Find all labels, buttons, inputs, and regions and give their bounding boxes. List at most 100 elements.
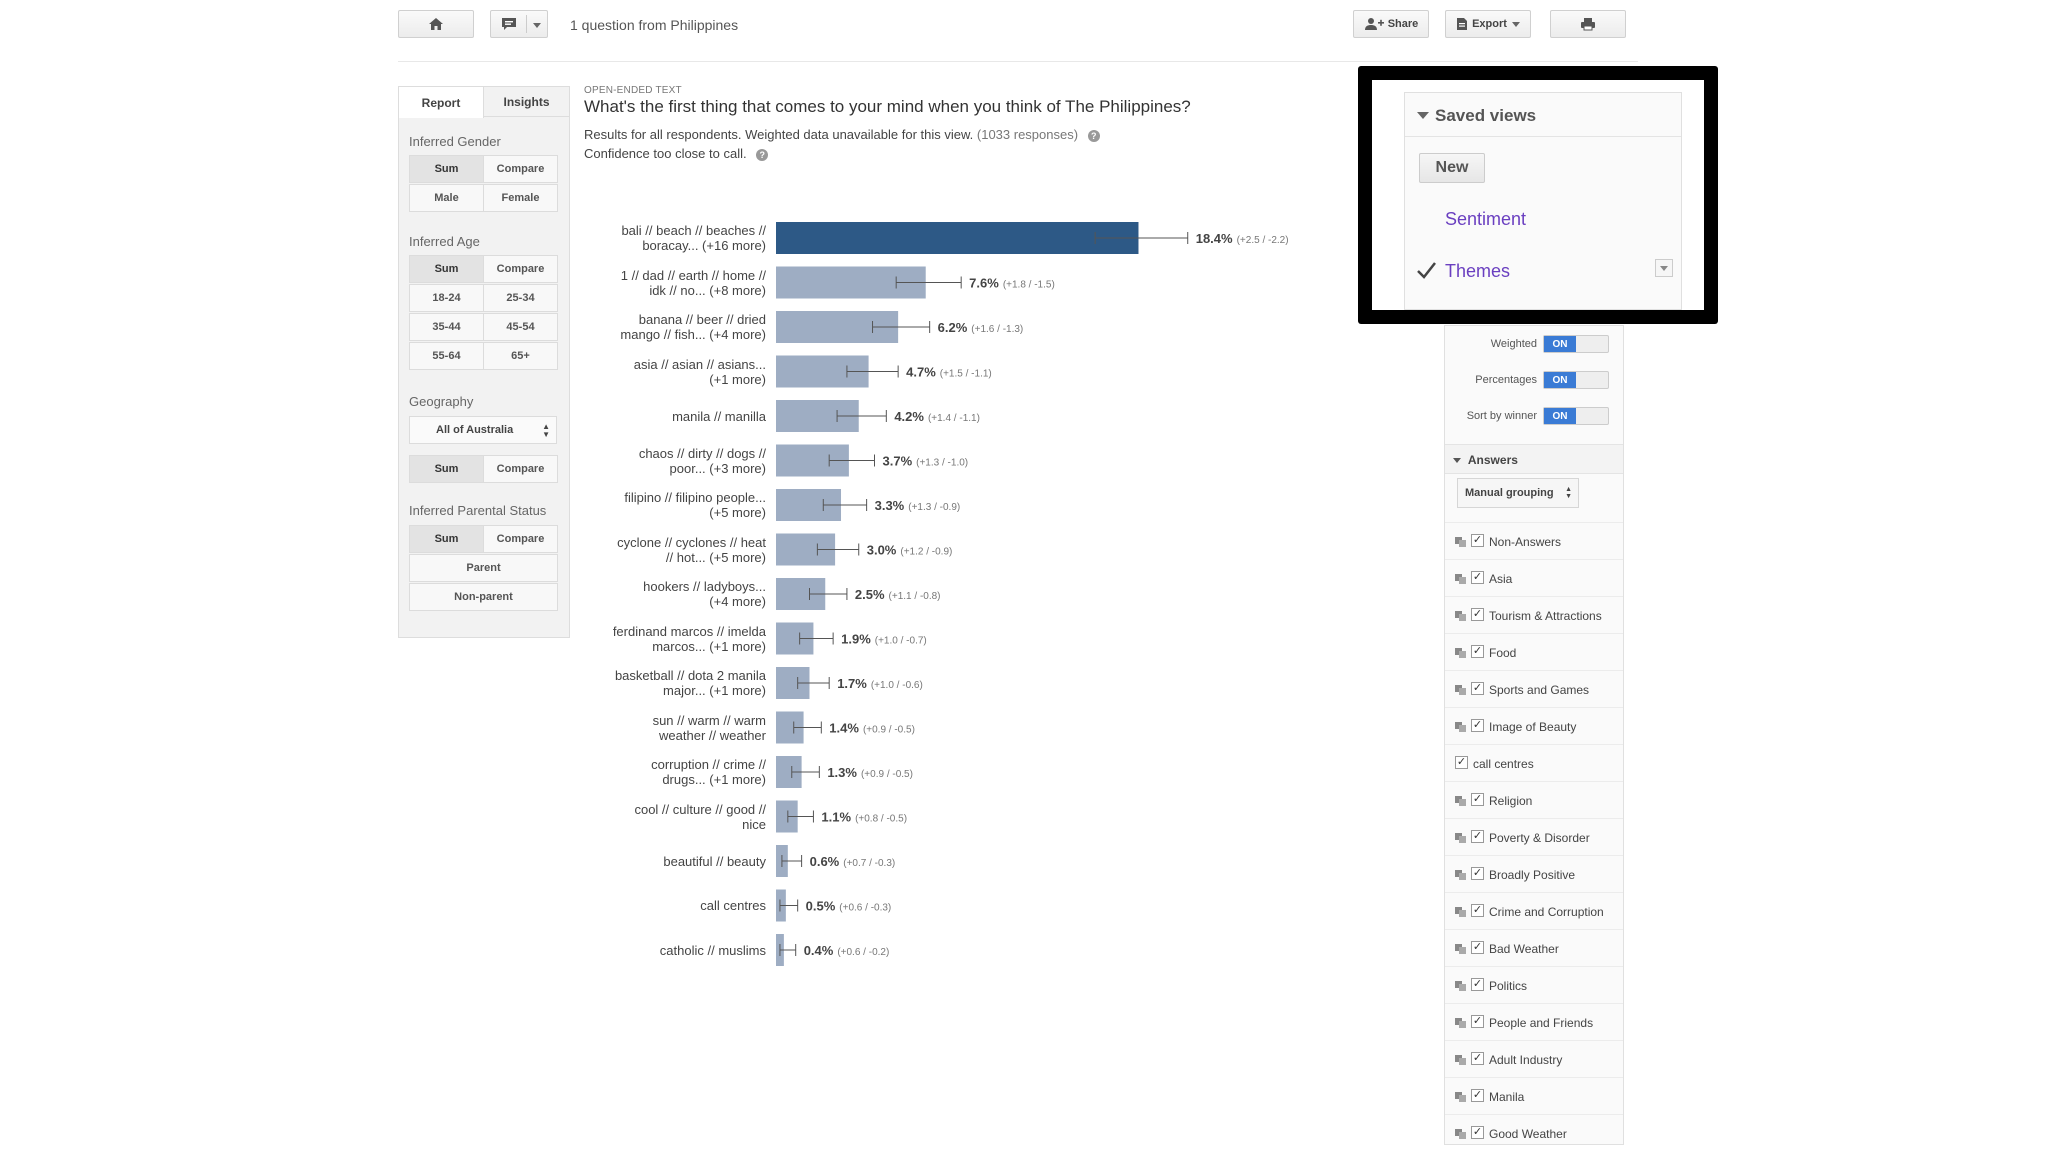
answer-row[interactable]: ✓ call centres <box>1445 744 1623 781</box>
group-icon[interactable] <box>1455 1055 1466 1065</box>
group-icon[interactable] <box>1455 870 1466 880</box>
age-65-plus-button[interactable]: 65+ <box>483 342 558 370</box>
answer-label: call centres <box>1473 757 1534 771</box>
parental-sum-button[interactable]: Sum <box>409 525 484 553</box>
answer-row[interactable]: ✓ Tourism & Attractions <box>1445 596 1623 633</box>
bar-label-line: ferdinand marcos // imelda <box>612 623 766 639</box>
answer-row[interactable]: ✓ Religion <box>1445 781 1623 818</box>
bar-label: filipino // filipino people... (+5 more) <box>584 490 766 520</box>
group-icon[interactable] <box>1455 1018 1466 1028</box>
saved-view-sentiment[interactable]: Sentiment <box>1445 209 1527 229</box>
saved-views-header[interactable]: Saved views <box>1405 93 1681 137</box>
answer-row[interactable]: ✓ Non-Answers <box>1445 522 1623 559</box>
answer-checkbox[interactable]: ✓ <box>1471 608 1484 621</box>
parental-parent-button[interactable]: Parent <box>409 554 558 582</box>
group-icon[interactable] <box>1455 648 1466 658</box>
answer-checkbox[interactable]: ✓ <box>1471 682 1484 695</box>
group-icon[interactable] <box>1455 796 1466 806</box>
tab-insights[interactable]: Insights <box>503 95 550 109</box>
chevron-down-icon[interactable] <box>533 23 541 28</box>
answer-row[interactable]: ✓ Food <box>1445 633 1623 670</box>
answer-checkbox[interactable]: ✓ <box>1471 1015 1484 1028</box>
answer-checkbox[interactable]: ✓ <box>1471 867 1484 880</box>
answer-checkbox[interactable]: ✓ <box>1471 534 1484 547</box>
parental-non-parent-button[interactable]: Non-parent <box>409 583 558 611</box>
gender-sum-button[interactable]: Sum <box>409 155 484 183</box>
answer-row[interactable]: ✓ Adult Industry <box>1445 1040 1623 1077</box>
new-view-button[interactable]: New <box>1419 153 1485 183</box>
group-icon[interactable] <box>1455 685 1466 695</box>
value-label: 1.1% (+0.8 / -0.5) <box>821 810 907 825</box>
export-button[interactable]: Export <box>1445 10 1531 38</box>
group-icon[interactable] <box>1455 722 1466 732</box>
answer-checkbox[interactable]: ✓ <box>1455 756 1468 769</box>
share-button[interactable]: Share <box>1353 10 1429 38</box>
grouping-select[interactable]: Manual grouping ▲ ▼ <box>1457 478 1579 508</box>
group-icon[interactable] <box>1455 1092 1466 1102</box>
answer-label: Bad Weather <box>1489 942 1559 956</box>
answer-checkbox[interactable]: ✓ <box>1471 1052 1484 1065</box>
answer-row[interactable]: ✓ Crime and Corruption <box>1445 892 1623 929</box>
geography-select[interactable]: All of Australia ▲ ▼ <box>409 416 557 444</box>
answer-checkbox[interactable]: ✓ <box>1471 941 1484 954</box>
answer-row[interactable]: ✓ Image of Beauty <box>1445 707 1623 744</box>
answer-checkbox[interactable]: ✓ <box>1471 978 1484 991</box>
group-icon[interactable] <box>1455 944 1466 954</box>
answer-checkbox[interactable]: ✓ <box>1471 645 1484 658</box>
answer-checkbox[interactable]: ✓ <box>1471 1089 1484 1102</box>
gender-female-button[interactable]: Female <box>483 184 558 212</box>
answers-header[interactable]: Answers <box>1445 444 1623 474</box>
group-icon[interactable] <box>1455 981 1466 991</box>
age-25-34-button[interactable]: 25-34 <box>483 284 558 312</box>
age-45-54-button[interactable]: 45-54 <box>483 313 558 341</box>
view-options-dropdown[interactable] <box>1655 259 1673 277</box>
value-label: 0.5% (+0.6 / -0.3) <box>806 899 892 914</box>
percentages-toggle[interactable]: ON <box>1543 371 1609 389</box>
answer-checkbox[interactable]: ✓ <box>1471 793 1484 806</box>
age-sum-button[interactable]: Sum <box>409 255 484 283</box>
answer-row[interactable]: ✓ Asia <box>1445 559 1623 596</box>
bar[interactable] <box>776 800 798 833</box>
answer-checkbox[interactable]: ✓ <box>1471 571 1484 584</box>
comment-button[interactable] <box>490 10 548 38</box>
answer-checkbox[interactable]: ✓ <box>1471 719 1484 732</box>
group-icon[interactable] <box>1455 907 1466 917</box>
geography-compare-button[interactable]: Compare <box>483 455 558 483</box>
bar[interactable] <box>776 222 1139 254</box>
geography-sum-button[interactable]: Sum <box>409 455 484 483</box>
help-icon[interactable]: ? <box>756 148 769 161</box>
group-icon[interactable] <box>1455 611 1466 621</box>
answer-checkbox[interactable]: ✓ <box>1471 904 1484 917</box>
answer-row[interactable]: ✓ Good Weather <box>1445 1114 1623 1151</box>
help-icon[interactable]: ? <box>1087 129 1100 142</box>
value-error-range: (+0.7 / -0.3) <box>843 858 895 869</box>
answer-checkbox[interactable]: ✓ <box>1471 830 1484 843</box>
age-18-24-button[interactable]: 18-24 <box>409 284 484 312</box>
answer-row[interactable]: ✓ Sports and Games <box>1445 670 1623 707</box>
gender-compare-button[interactable]: Compare <box>483 155 558 183</box>
group-icon[interactable] <box>1455 833 1466 843</box>
caret-down-icon <box>1417 112 1429 119</box>
answer-checkbox[interactable]: ✓ <box>1471 1126 1484 1139</box>
weighted-toggle[interactable]: ON <box>1543 335 1609 353</box>
print-button[interactable] <box>1550 10 1626 38</box>
age-compare-button[interactable]: Compare <box>483 255 558 283</box>
age-35-44-button[interactable]: 35-44 <box>409 313 484 341</box>
gender-male-button[interactable]: Male <box>409 184 484 212</box>
group-icon[interactable] <box>1455 537 1466 547</box>
saved-view-themes[interactable]: Themes <box>1445 261 1511 281</box>
group-icon[interactable] <box>1455 1129 1466 1139</box>
sort-toggle[interactable]: ON <box>1543 407 1609 425</box>
tab-report[interactable]: Report <box>399 87 484 118</box>
answer-row[interactable]: ✓ Bad Weather <box>1445 929 1623 966</box>
parental-label: Inferred Parental Status <box>409 503 547 518</box>
answer-row[interactable]: ✓ Poverty & Disorder <box>1445 818 1623 855</box>
answer-row[interactable]: ✓ Broadly Positive <box>1445 855 1623 892</box>
answer-row[interactable]: ✓ Manila <box>1445 1077 1623 1114</box>
answer-row[interactable]: ✓ Politics <box>1445 966 1623 1003</box>
home-button[interactable] <box>398 10 474 38</box>
answer-row[interactable]: ✓ People and Friends <box>1445 1003 1623 1040</box>
age-55-64-button[interactable]: 55-64 <box>409 342 484 370</box>
parental-compare-button[interactable]: Compare <box>483 525 558 553</box>
group-icon[interactable] <box>1455 574 1466 584</box>
